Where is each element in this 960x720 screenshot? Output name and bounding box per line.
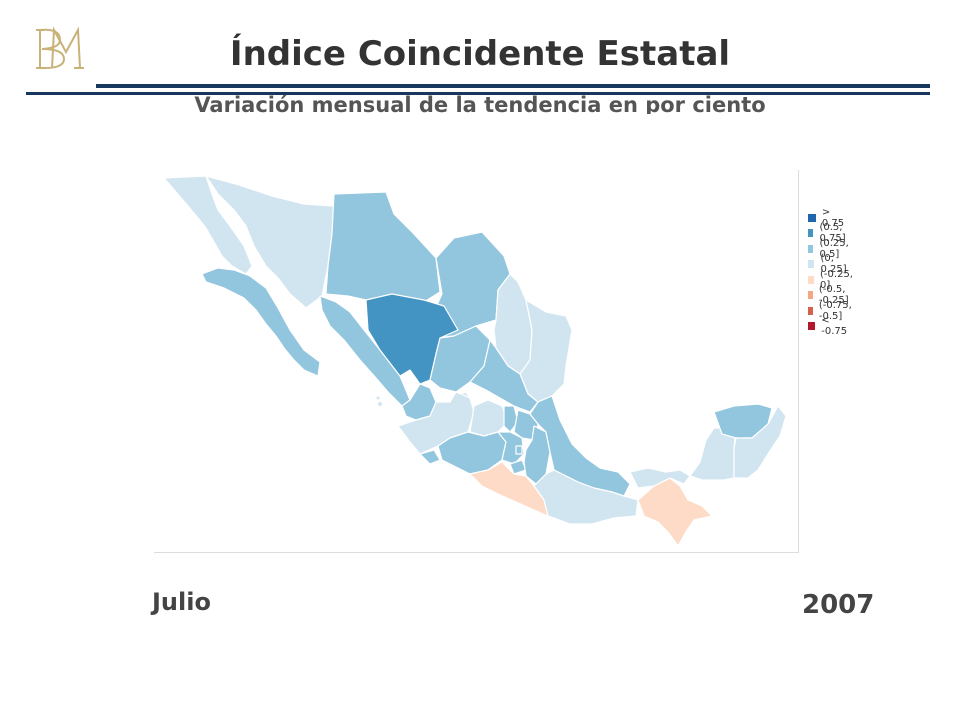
legend-swatch [808, 229, 814, 238]
legend-item: > 0.75 [808, 206, 855, 229]
legend-swatch [808, 213, 816, 222]
legend-label: > 0.75 [821, 206, 845, 229]
title-underline [96, 84, 930, 88]
state-mexico [497, 431, 525, 465]
state-chihuahua [325, 191, 441, 303]
legend-label: < -0.75 [821, 315, 848, 338]
period-year: 2007 [802, 590, 875, 620]
state-sonora [205, 175, 335, 309]
state-ciudad-de-mexico [515, 445, 523, 455]
state-queretaro [503, 405, 519, 433]
map-legend: > 0.75 (0.5, 0.75] (0.25, 0.5] (0, 0.25] (-0… [808, 206, 855, 337]
legend-label: (0.25, 0.5] [819, 237, 849, 260]
page-subtitle: Variación mensual de la tendencia en por… [194, 93, 766, 114]
state-baja-california-sur [201, 267, 321, 377]
legend-item: (-0.75, -0.5] [808, 299, 855, 322]
legend-item: (-0.5, -0.25] [808, 284, 855, 306]
legend-label: (-0.5, -0.25] [818, 284, 849, 307]
period-month: Julio [152, 588, 211, 616]
island-marker [376, 396, 380, 400]
legend-item: (0, 0.25] [808, 253, 855, 275]
state-chiapas [637, 477, 713, 547]
legend-label: (-0.75, -0.5] [818, 299, 852, 322]
state-quintana-roo [733, 405, 787, 479]
legend-label: (0.5, 0.75] [819, 222, 846, 245]
state-tabasco [629, 467, 691, 489]
legend-swatch [808, 260, 815, 269]
legend-swatch [808, 291, 813, 300]
legend-item: < -0.75 [808, 315, 855, 337]
state-baja-california [163, 175, 253, 275]
state-oaxaca [533, 469, 639, 525]
bm-monogram-icon [36, 26, 84, 70]
legend-swatch [808, 244, 814, 253]
title-underline-secondary [26, 92, 930, 95]
legend-item: (0.25, 0.5] [808, 237, 855, 260]
map-panel: > 0.75 (0.5, 0.75] (0.25, 0.5] (0, 0.25] (-0… [154, 170, 853, 553]
legend-swatch [808, 322, 816, 331]
legend-item: (0.5, 0.75] [808, 222, 855, 244]
page-title: Índice Coincidente Estatal [229, 34, 731, 74]
mexico-map [163, 175, 787, 547]
legend-label: (0, 0.25] [820, 253, 847, 276]
state-guanajuato [469, 399, 509, 437]
legend-swatch [808, 275, 815, 284]
legend-item: (-0.25, 0] [808, 268, 855, 291]
state-colima [419, 449, 441, 465]
island-marker [378, 402, 382, 406]
legend-swatch [808, 306, 813, 315]
legend-label: (-0.25, 0] [820, 268, 853, 291]
